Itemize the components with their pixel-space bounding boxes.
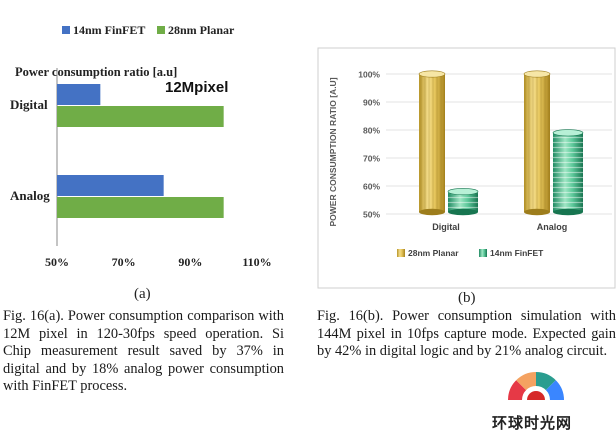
- chart-b: POWER CONSUMPTION RATIO [A.U] 50% 60% 70% 8…: [317, 47, 616, 289]
- chart-b-ytick-5: 100%: [358, 70, 380, 80]
- chart-b-ytick-2: 70%: [363, 154, 380, 164]
- chart-a-title: Power consumption ratio [a.u]: [15, 65, 177, 79]
- chart-a-bar-digital-28nm-planar: [57, 106, 224, 127]
- chart-a-bars: [57, 84, 224, 218]
- chart-b-ytick-4: 90%: [363, 98, 380, 108]
- watermark-logo-icon: [508, 372, 564, 400]
- chart-b-ytick-0: 50%: [363, 210, 380, 220]
- chart-a-category-analog: Analog: [10, 188, 50, 203]
- chart-b-category-labels: Digital Analog: [432, 222, 567, 232]
- chart-b-bar-analog-14nm-finfet: [552, 129, 584, 216]
- caption-a: Fig. 16(a). Power consumption comparison…: [3, 308, 284, 395]
- chart-a-bar-digital-14nm-finfet: [57, 84, 101, 105]
- chart-a-annotation: 12Mpixel: [165, 79, 228, 96]
- panel-a-label: (a): [134, 286, 151, 302]
- chart-b-y-tick-labels: 50% 60% 70% 80% 90% 100%: [358, 70, 380, 220]
- panel-b-label: (b): [458, 290, 476, 306]
- chart-a-legend-label-28nm-planar: 28nm Planar: [168, 23, 235, 37]
- chart-b-y-axis-label: POWER CONSUMPTION RATIO [A.U]: [328, 77, 338, 226]
- chart-a-legend-swatch-14nm-finfet: [62, 26, 70, 34]
- chart-a-category-digital: Digital: [10, 97, 48, 112]
- chart-b-bars: [418, 70, 584, 216]
- chart-b-bar-digital-14nm-finfet: [447, 188, 479, 216]
- chart-b-category-analog: Analog: [537, 222, 568, 232]
- chart-b-legend: 28nm Planar 14nm FinFET: [397, 248, 544, 258]
- chart-b-legend-label-28nm-planar: 28nm Planar: [408, 248, 459, 258]
- chart-b-frame: [317, 47, 616, 289]
- chart-b-legend-label-14nm-finfet: 14nm FinFET: [490, 248, 544, 258]
- chart-b-legend-swatch-14nm-finfet: [479, 249, 487, 257]
- chart-b-category-digital: Digital: [432, 222, 460, 232]
- chart-b-legend-swatch-28nm-planar: [397, 249, 405, 257]
- chart-a-legend: 14nm FinFET 28nm Planar: [62, 23, 235, 37]
- chart-a-xtick-50-0: 50%: [45, 255, 69, 269]
- chart-a-category-labels: Digital Analog: [10, 97, 50, 203]
- chart-a-legend-label-14nm-finfet: 14nm FinFET: [73, 23, 145, 37]
- chart-b-bar-analog-28nm-planar: [523, 70, 551, 216]
- caption-b: Fig. 16(b). Power consumption simulation…: [317, 308, 616, 360]
- chart-b-ytick-3: 80%: [363, 126, 380, 136]
- chart-a-x-tick-labels: 50% 70% 90% 110%: [45, 255, 272, 269]
- chart-a: 14nm FinFET 28nm Planar Power consumption…: [10, 23, 272, 269]
- watermark-text: 环球时光网: [492, 414, 573, 432]
- chart-a-bar-analog-28nm-planar: [57, 197, 224, 218]
- chart-a-bar-analog-14nm-finfet: [57, 175, 164, 196]
- chart-a-xtick-90-2: 90%: [178, 255, 202, 269]
- chart-b-bar-digital-28nm-planar: [418, 70, 446, 216]
- chart-b-ytick-1: 60%: [363, 182, 380, 192]
- chart-a-xtick-70-1: 70%: [112, 255, 136, 269]
- chart-a-xtick-110-3: 110%: [242, 255, 271, 269]
- chart-a-legend-swatch-28nm-planar: [157, 26, 165, 34]
